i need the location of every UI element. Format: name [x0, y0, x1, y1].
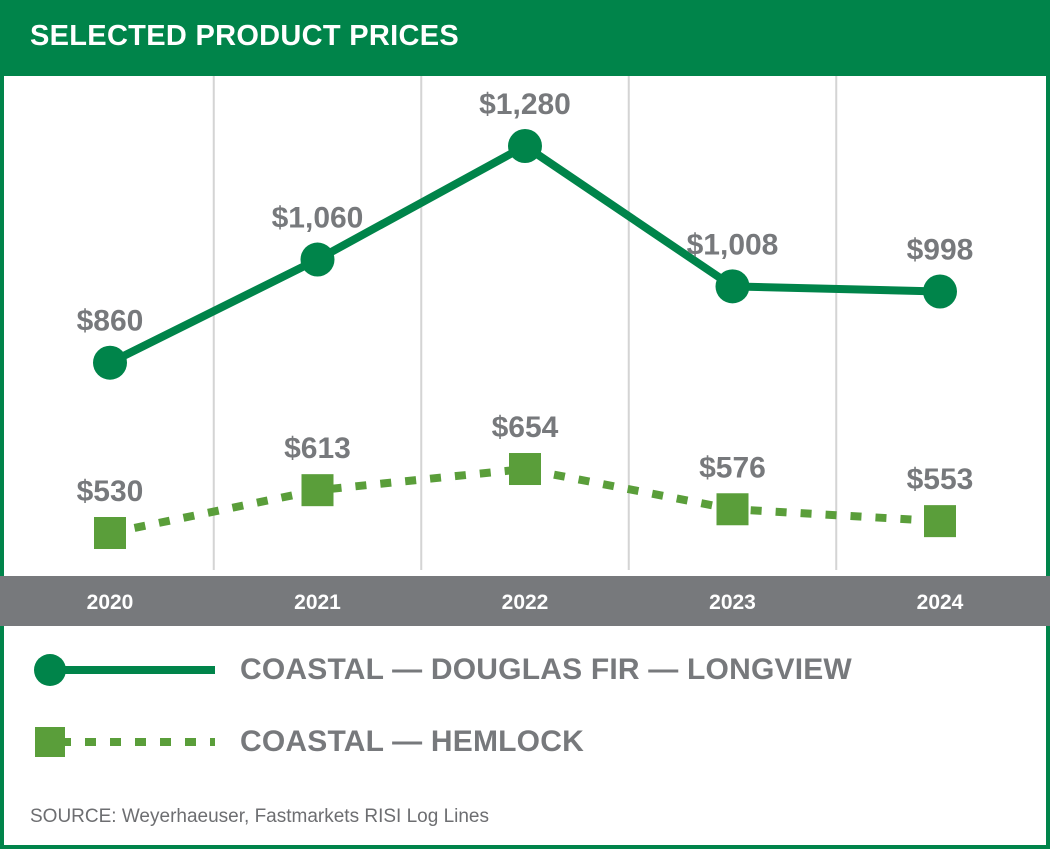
chart-title: SELECTED PRODUCT PRICES	[30, 20, 460, 52]
series-line-douglas-fir	[108, 142, 941, 367]
legend-item-hemlock: COASTAL — HEMLOCK	[30, 722, 584, 762]
x-tick-label: 2020	[87, 591, 134, 614]
data-point-douglas-fir	[508, 129, 542, 163]
line-chart: 2020 2021 2022 2023 2024 $860 $1,060 $1,280 $1,0…	[0, 76, 1050, 626]
legend-label-douglas-fir: COASTAL — DOUGLAS FIR — LONGVIEW	[240, 653, 852, 686]
data-label: $613	[284, 432, 351, 465]
x-tick-label: 2021	[294, 591, 341, 614]
x-tick-label: 2024	[917, 591, 964, 614]
x-tick-label: 2023	[709, 591, 756, 614]
data-label: $576	[699, 451, 766, 484]
data-label: $1,060	[272, 202, 364, 235]
data-point-hemlock	[94, 517, 126, 549]
source-note: SOURCE: Weyerhaeuser, Fastmarkets RISI L…	[30, 806, 489, 827]
data-label: $654	[492, 411, 559, 444]
data-label: $530	[77, 475, 144, 508]
data-label: $553	[907, 463, 974, 496]
data-point-douglas-fir	[715, 269, 750, 304]
legend-swatch-douglas-fir	[34, 654, 215, 686]
legend-label-hemlock: COASTAL — HEMLOCK	[240, 725, 584, 758]
data-point-hemlock	[509, 453, 541, 486]
data-point-hemlock	[301, 474, 334, 507]
data-label: $860	[77, 305, 144, 338]
data-point-hemlock	[716, 493, 749, 526]
legend-swatch-hemlock	[35, 727, 215, 757]
data-point-douglas-fir	[923, 274, 957, 309]
data-point-hemlock	[924, 505, 956, 538]
x-tick-label: 2022	[502, 591, 549, 614]
data-point-douglas-fir	[300, 242, 335, 277]
data-label: $1,008	[687, 228, 779, 261]
legend-item-douglas-fir: COASTAL — DOUGLAS FIR — LONGVIEW	[30, 650, 852, 690]
data-label: $1,280	[479, 88, 571, 121]
data-label: $998	[907, 234, 974, 267]
header-bar: SELECTED PRODUCT PRICES	[0, 0, 1050, 76]
data-point-douglas-fir	[93, 345, 127, 380]
x-axis-band	[0, 576, 1050, 626]
series-line-hemlock	[109, 465, 941, 537]
